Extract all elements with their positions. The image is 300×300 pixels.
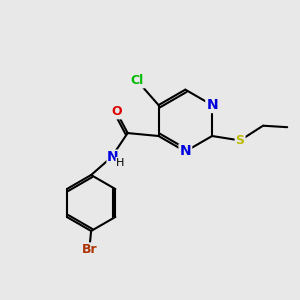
Text: S: S [236,134,244,147]
Text: Cl: Cl [131,74,144,88]
Text: H: H [116,158,124,167]
Text: O: O [111,105,122,119]
Text: N: N [179,145,191,158]
Text: Br: Br [82,243,98,256]
Text: N: N [206,98,218,112]
Text: N: N [107,150,119,164]
